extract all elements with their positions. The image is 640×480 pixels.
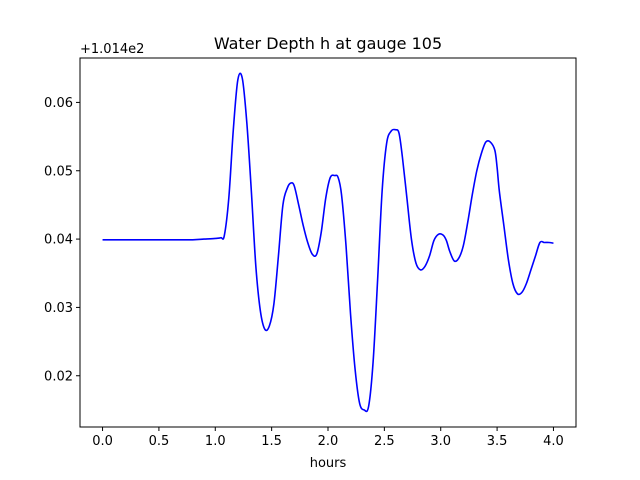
y-axis: 0.02 0.03 0.04 0.05 0.06 [44, 96, 80, 384]
y-tick-label: 0.04 [44, 233, 73, 248]
axes-frame [79, 57, 577, 428]
x-tick-label: 3.0 [430, 434, 451, 449]
y-tick-label: 0.05 [44, 164, 73, 179]
x-tick-label: 1.0 [205, 434, 226, 449]
x-tick-label: 3.5 [487, 434, 508, 449]
x-axis: 0.0 0.5 1.0 1.5 2.0 2.5 3.0 3.5 4.0 [92, 427, 564, 449]
x-tick-label: 0.5 [149, 434, 170, 449]
x-tick-label: 0.0 [92, 434, 113, 449]
x-tick-label: 2.5 [374, 434, 395, 449]
x-tick-label: 2.0 [318, 434, 339, 449]
series-line [102, 72, 554, 413]
y-tick-label: 0.02 [44, 369, 73, 384]
plot-area: 0.0 0.5 1.0 1.5 2.0 2.5 3.0 3.5 4.0 0.02 0.03 0.04… [44, 57, 577, 449]
y-offset-label: +1.014e2 [80, 42, 144, 57]
x-tick-label: 1.5 [261, 434, 282, 449]
x-axis-label: hours [310, 456, 347, 471]
y-tick-label: 0.03 [44, 301, 73, 316]
y-tick-label: 0.06 [44, 96, 73, 111]
x-tick-label: 4.0 [543, 434, 564, 449]
chart-title: Water Depth h at gauge 105 [214, 34, 442, 53]
